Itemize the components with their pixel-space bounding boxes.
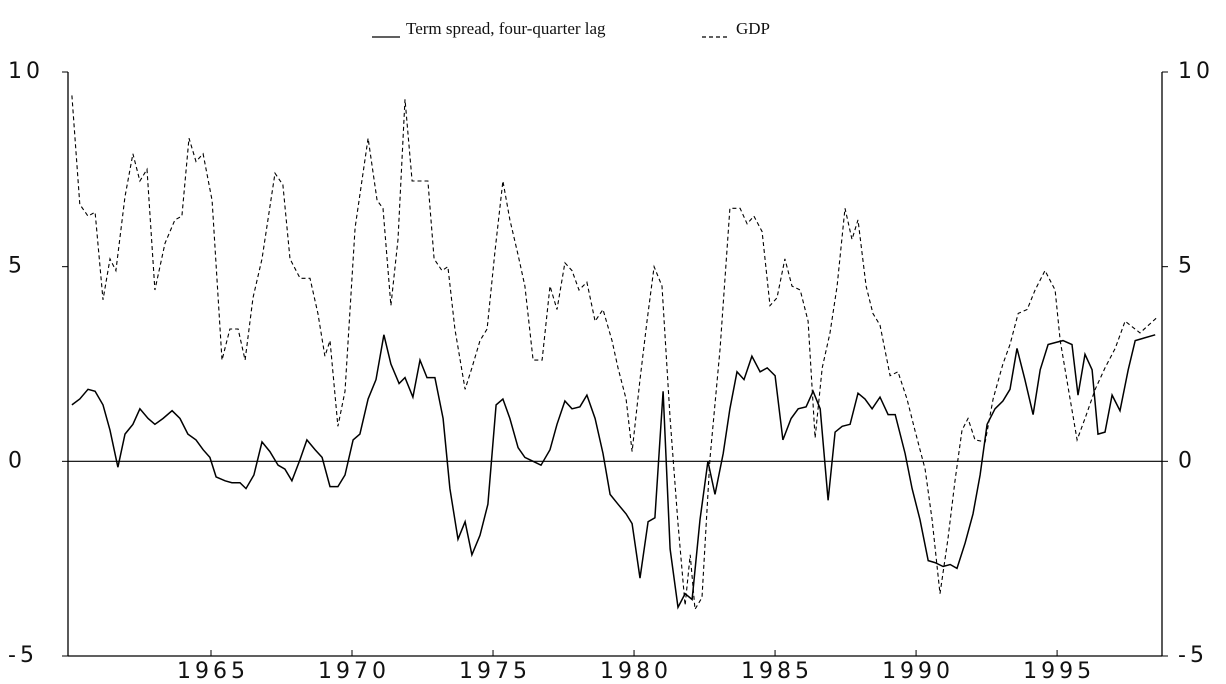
x-tick-label: 1995 bbox=[1023, 659, 1095, 684]
x-tick-label: 1975 bbox=[459, 659, 531, 684]
y2-tick-label: 10 bbox=[1178, 59, 1214, 84]
x-tick-label: 1970 bbox=[318, 659, 390, 684]
x-tick-label: 1965 bbox=[177, 659, 249, 684]
y-tick-label: 10 bbox=[8, 59, 44, 84]
y-tick-label: 5 bbox=[8, 254, 26, 279]
y2-tick-label: -5 bbox=[1178, 643, 1208, 668]
y2-tick-label: 5 bbox=[1178, 254, 1196, 279]
legend-label: Term spread, four-quarter lag bbox=[406, 19, 606, 38]
x-tick-label: 1985 bbox=[741, 659, 813, 684]
x-tick-label: 1990 bbox=[882, 659, 954, 684]
series-line bbox=[71, 334, 1156, 610]
y-tick-label: -5 bbox=[8, 643, 38, 668]
legend-label: GDP bbox=[736, 19, 770, 38]
x-tick-label: 1980 bbox=[600, 659, 672, 684]
y2-tick-label: 0 bbox=[1178, 448, 1196, 473]
y-tick-label: 0 bbox=[8, 448, 26, 473]
series-line bbox=[71, 95, 1158, 612]
